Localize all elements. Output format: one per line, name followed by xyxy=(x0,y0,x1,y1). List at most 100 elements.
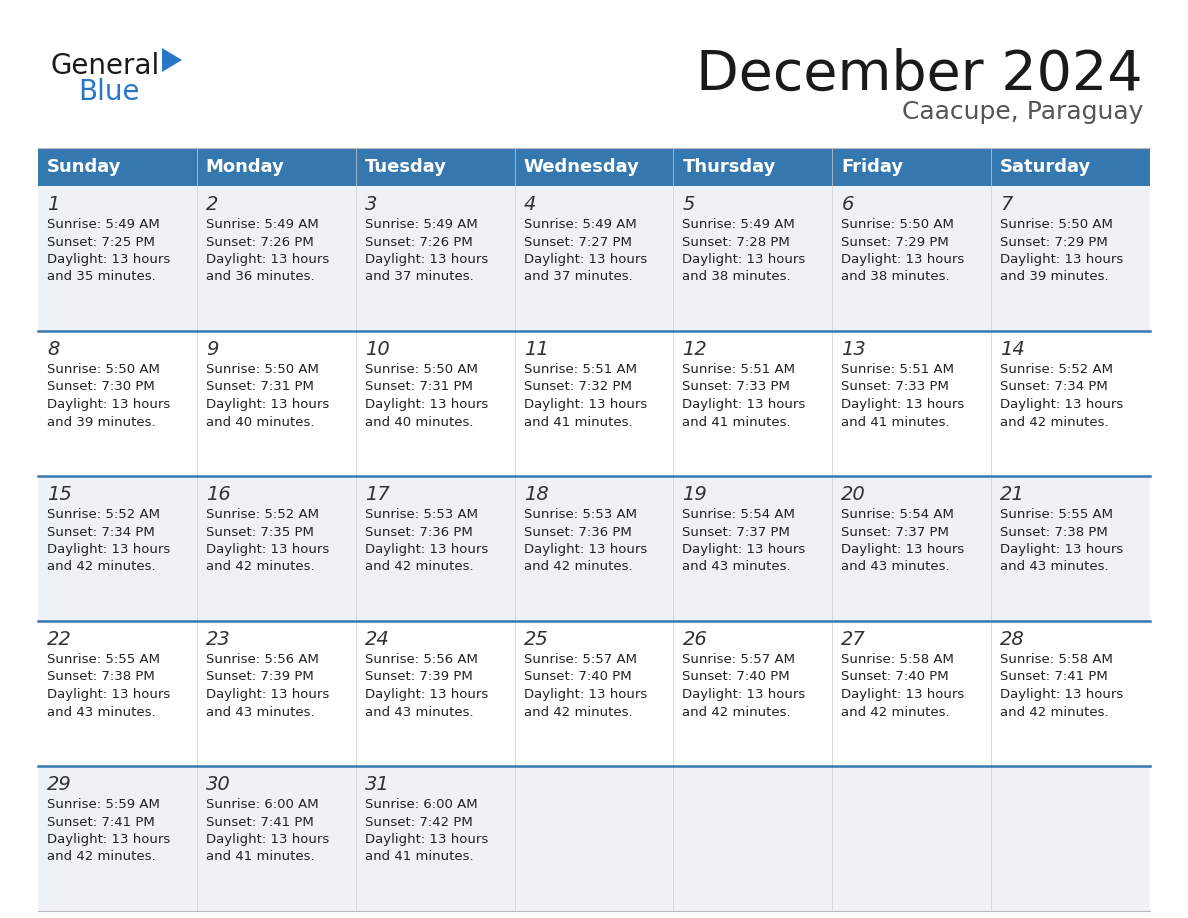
Text: 1: 1 xyxy=(48,195,59,214)
Text: Sunset: 7:31 PM: Sunset: 7:31 PM xyxy=(365,380,473,394)
Text: Caacupe, Paraguay: Caacupe, Paraguay xyxy=(902,100,1143,124)
Text: Daylight: 13 hours: Daylight: 13 hours xyxy=(841,688,965,701)
Text: Sunset: 7:33 PM: Sunset: 7:33 PM xyxy=(682,380,790,394)
Text: Sunrise: 5:56 AM: Sunrise: 5:56 AM xyxy=(206,653,318,666)
Text: and 42 minutes.: and 42 minutes. xyxy=(206,561,315,574)
Text: Daylight: 13 hours: Daylight: 13 hours xyxy=(682,253,805,266)
Text: and 43 minutes.: and 43 minutes. xyxy=(682,561,791,574)
Text: and 42 minutes.: and 42 minutes. xyxy=(48,850,156,864)
Text: 10: 10 xyxy=(365,340,390,359)
Text: Sunset: 7:38 PM: Sunset: 7:38 PM xyxy=(48,670,154,684)
Bar xyxy=(833,148,991,186)
Text: and 42 minutes.: and 42 minutes. xyxy=(841,706,950,719)
Text: Sunset: 7:26 PM: Sunset: 7:26 PM xyxy=(206,236,314,249)
Bar xyxy=(38,766,1150,911)
Bar xyxy=(38,331,1150,476)
Text: and 42 minutes.: and 42 minutes. xyxy=(365,561,473,574)
Text: and 37 minutes.: and 37 minutes. xyxy=(524,271,632,284)
Bar xyxy=(514,148,674,186)
Text: Blue: Blue xyxy=(78,78,139,106)
Text: and 36 minutes.: and 36 minutes. xyxy=(206,271,315,284)
Text: Sunset: 7:28 PM: Sunset: 7:28 PM xyxy=(682,236,790,249)
Text: Sunset: 7:40 PM: Sunset: 7:40 PM xyxy=(524,670,631,684)
Text: Daylight: 13 hours: Daylight: 13 hours xyxy=(682,543,805,556)
Text: 21: 21 xyxy=(1000,485,1025,504)
Text: December 2024: December 2024 xyxy=(696,48,1143,102)
Text: and 40 minutes.: and 40 minutes. xyxy=(206,416,315,429)
Text: Sunrise: 5:54 AM: Sunrise: 5:54 AM xyxy=(682,508,795,521)
Text: Sunrise: 5:57 AM: Sunrise: 5:57 AM xyxy=(682,653,796,666)
Bar xyxy=(38,186,1150,331)
Text: and 41 minutes.: and 41 minutes. xyxy=(206,850,315,864)
Text: Sunset: 7:29 PM: Sunset: 7:29 PM xyxy=(841,236,949,249)
Text: and 37 minutes.: and 37 minutes. xyxy=(365,271,474,284)
Text: Sunrise: 5:51 AM: Sunrise: 5:51 AM xyxy=(841,363,954,376)
Text: 20: 20 xyxy=(841,485,866,504)
Text: Friday: Friday xyxy=(841,158,903,176)
Bar xyxy=(355,148,514,186)
Text: 2: 2 xyxy=(206,195,219,214)
Text: 12: 12 xyxy=(682,340,707,359)
Text: Sunset: 7:40 PM: Sunset: 7:40 PM xyxy=(682,670,790,684)
Text: 13: 13 xyxy=(841,340,866,359)
Text: Sunrise: 5:52 AM: Sunrise: 5:52 AM xyxy=(206,508,318,521)
Text: Sunrise: 5:58 AM: Sunrise: 5:58 AM xyxy=(841,653,954,666)
Text: Daylight: 13 hours: Daylight: 13 hours xyxy=(524,398,646,411)
Text: Daylight: 13 hours: Daylight: 13 hours xyxy=(206,398,329,411)
Text: and 43 minutes.: and 43 minutes. xyxy=(48,706,156,719)
Text: Sunrise: 5:56 AM: Sunrise: 5:56 AM xyxy=(365,653,478,666)
Text: and 41 minutes.: and 41 minutes. xyxy=(682,416,791,429)
Text: Daylight: 13 hours: Daylight: 13 hours xyxy=(841,398,965,411)
Text: Sunset: 7:30 PM: Sunset: 7:30 PM xyxy=(48,380,154,394)
Text: 8: 8 xyxy=(48,340,59,359)
Text: Sunrise: 5:55 AM: Sunrise: 5:55 AM xyxy=(1000,508,1113,521)
Text: Daylight: 13 hours: Daylight: 13 hours xyxy=(365,253,488,266)
Text: 3: 3 xyxy=(365,195,377,214)
Text: 16: 16 xyxy=(206,485,230,504)
Text: Daylight: 13 hours: Daylight: 13 hours xyxy=(1000,253,1124,266)
Text: Sunset: 7:36 PM: Sunset: 7:36 PM xyxy=(524,525,631,539)
Text: 24: 24 xyxy=(365,630,390,649)
Text: and 43 minutes.: and 43 minutes. xyxy=(1000,561,1108,574)
Text: Daylight: 13 hours: Daylight: 13 hours xyxy=(206,833,329,846)
Text: 9: 9 xyxy=(206,340,219,359)
Text: Thursday: Thursday xyxy=(682,158,776,176)
Text: and 42 minutes.: and 42 minutes. xyxy=(1000,416,1108,429)
Text: and 41 minutes.: and 41 minutes. xyxy=(365,850,473,864)
Bar xyxy=(38,476,1150,621)
Text: 28: 28 xyxy=(1000,630,1025,649)
Text: Sunday: Sunday xyxy=(48,158,121,176)
Text: and 43 minutes.: and 43 minutes. xyxy=(365,706,473,719)
Text: and 38 minutes.: and 38 minutes. xyxy=(841,271,950,284)
Text: Sunset: 7:37 PM: Sunset: 7:37 PM xyxy=(682,525,790,539)
Text: Daylight: 13 hours: Daylight: 13 hours xyxy=(365,543,488,556)
Text: Sunset: 7:31 PM: Sunset: 7:31 PM xyxy=(206,380,314,394)
Text: General: General xyxy=(50,52,159,80)
Text: Sunrise: 5:53 AM: Sunrise: 5:53 AM xyxy=(524,508,637,521)
Text: Sunset: 7:41 PM: Sunset: 7:41 PM xyxy=(1000,670,1108,684)
Text: 27: 27 xyxy=(841,630,866,649)
Text: Daylight: 13 hours: Daylight: 13 hours xyxy=(1000,398,1124,411)
Text: 29: 29 xyxy=(48,775,71,794)
Text: Wednesday: Wednesday xyxy=(524,158,639,176)
Text: Daylight: 13 hours: Daylight: 13 hours xyxy=(682,398,805,411)
Text: Daylight: 13 hours: Daylight: 13 hours xyxy=(524,543,646,556)
Text: Sunset: 7:36 PM: Sunset: 7:36 PM xyxy=(365,525,473,539)
Text: 6: 6 xyxy=(841,195,854,214)
Text: Daylight: 13 hours: Daylight: 13 hours xyxy=(206,688,329,701)
Text: Daylight: 13 hours: Daylight: 13 hours xyxy=(365,688,488,701)
Text: Sunrise: 5:52 AM: Sunrise: 5:52 AM xyxy=(1000,363,1113,376)
Text: 15: 15 xyxy=(48,485,71,504)
Text: Daylight: 13 hours: Daylight: 13 hours xyxy=(841,253,965,266)
Bar xyxy=(674,148,833,186)
Text: Daylight: 13 hours: Daylight: 13 hours xyxy=(841,543,965,556)
Text: Daylight: 13 hours: Daylight: 13 hours xyxy=(206,253,329,266)
Text: Tuesday: Tuesday xyxy=(365,158,447,176)
Text: and 41 minutes.: and 41 minutes. xyxy=(524,416,632,429)
Text: Sunrise: 5:50 AM: Sunrise: 5:50 AM xyxy=(48,363,160,376)
Text: Sunset: 7:37 PM: Sunset: 7:37 PM xyxy=(841,525,949,539)
Text: Sunset: 7:35 PM: Sunset: 7:35 PM xyxy=(206,525,314,539)
Text: Sunset: 7:32 PM: Sunset: 7:32 PM xyxy=(524,380,632,394)
Text: Sunset: 7:39 PM: Sunset: 7:39 PM xyxy=(206,670,314,684)
Text: 19: 19 xyxy=(682,485,707,504)
